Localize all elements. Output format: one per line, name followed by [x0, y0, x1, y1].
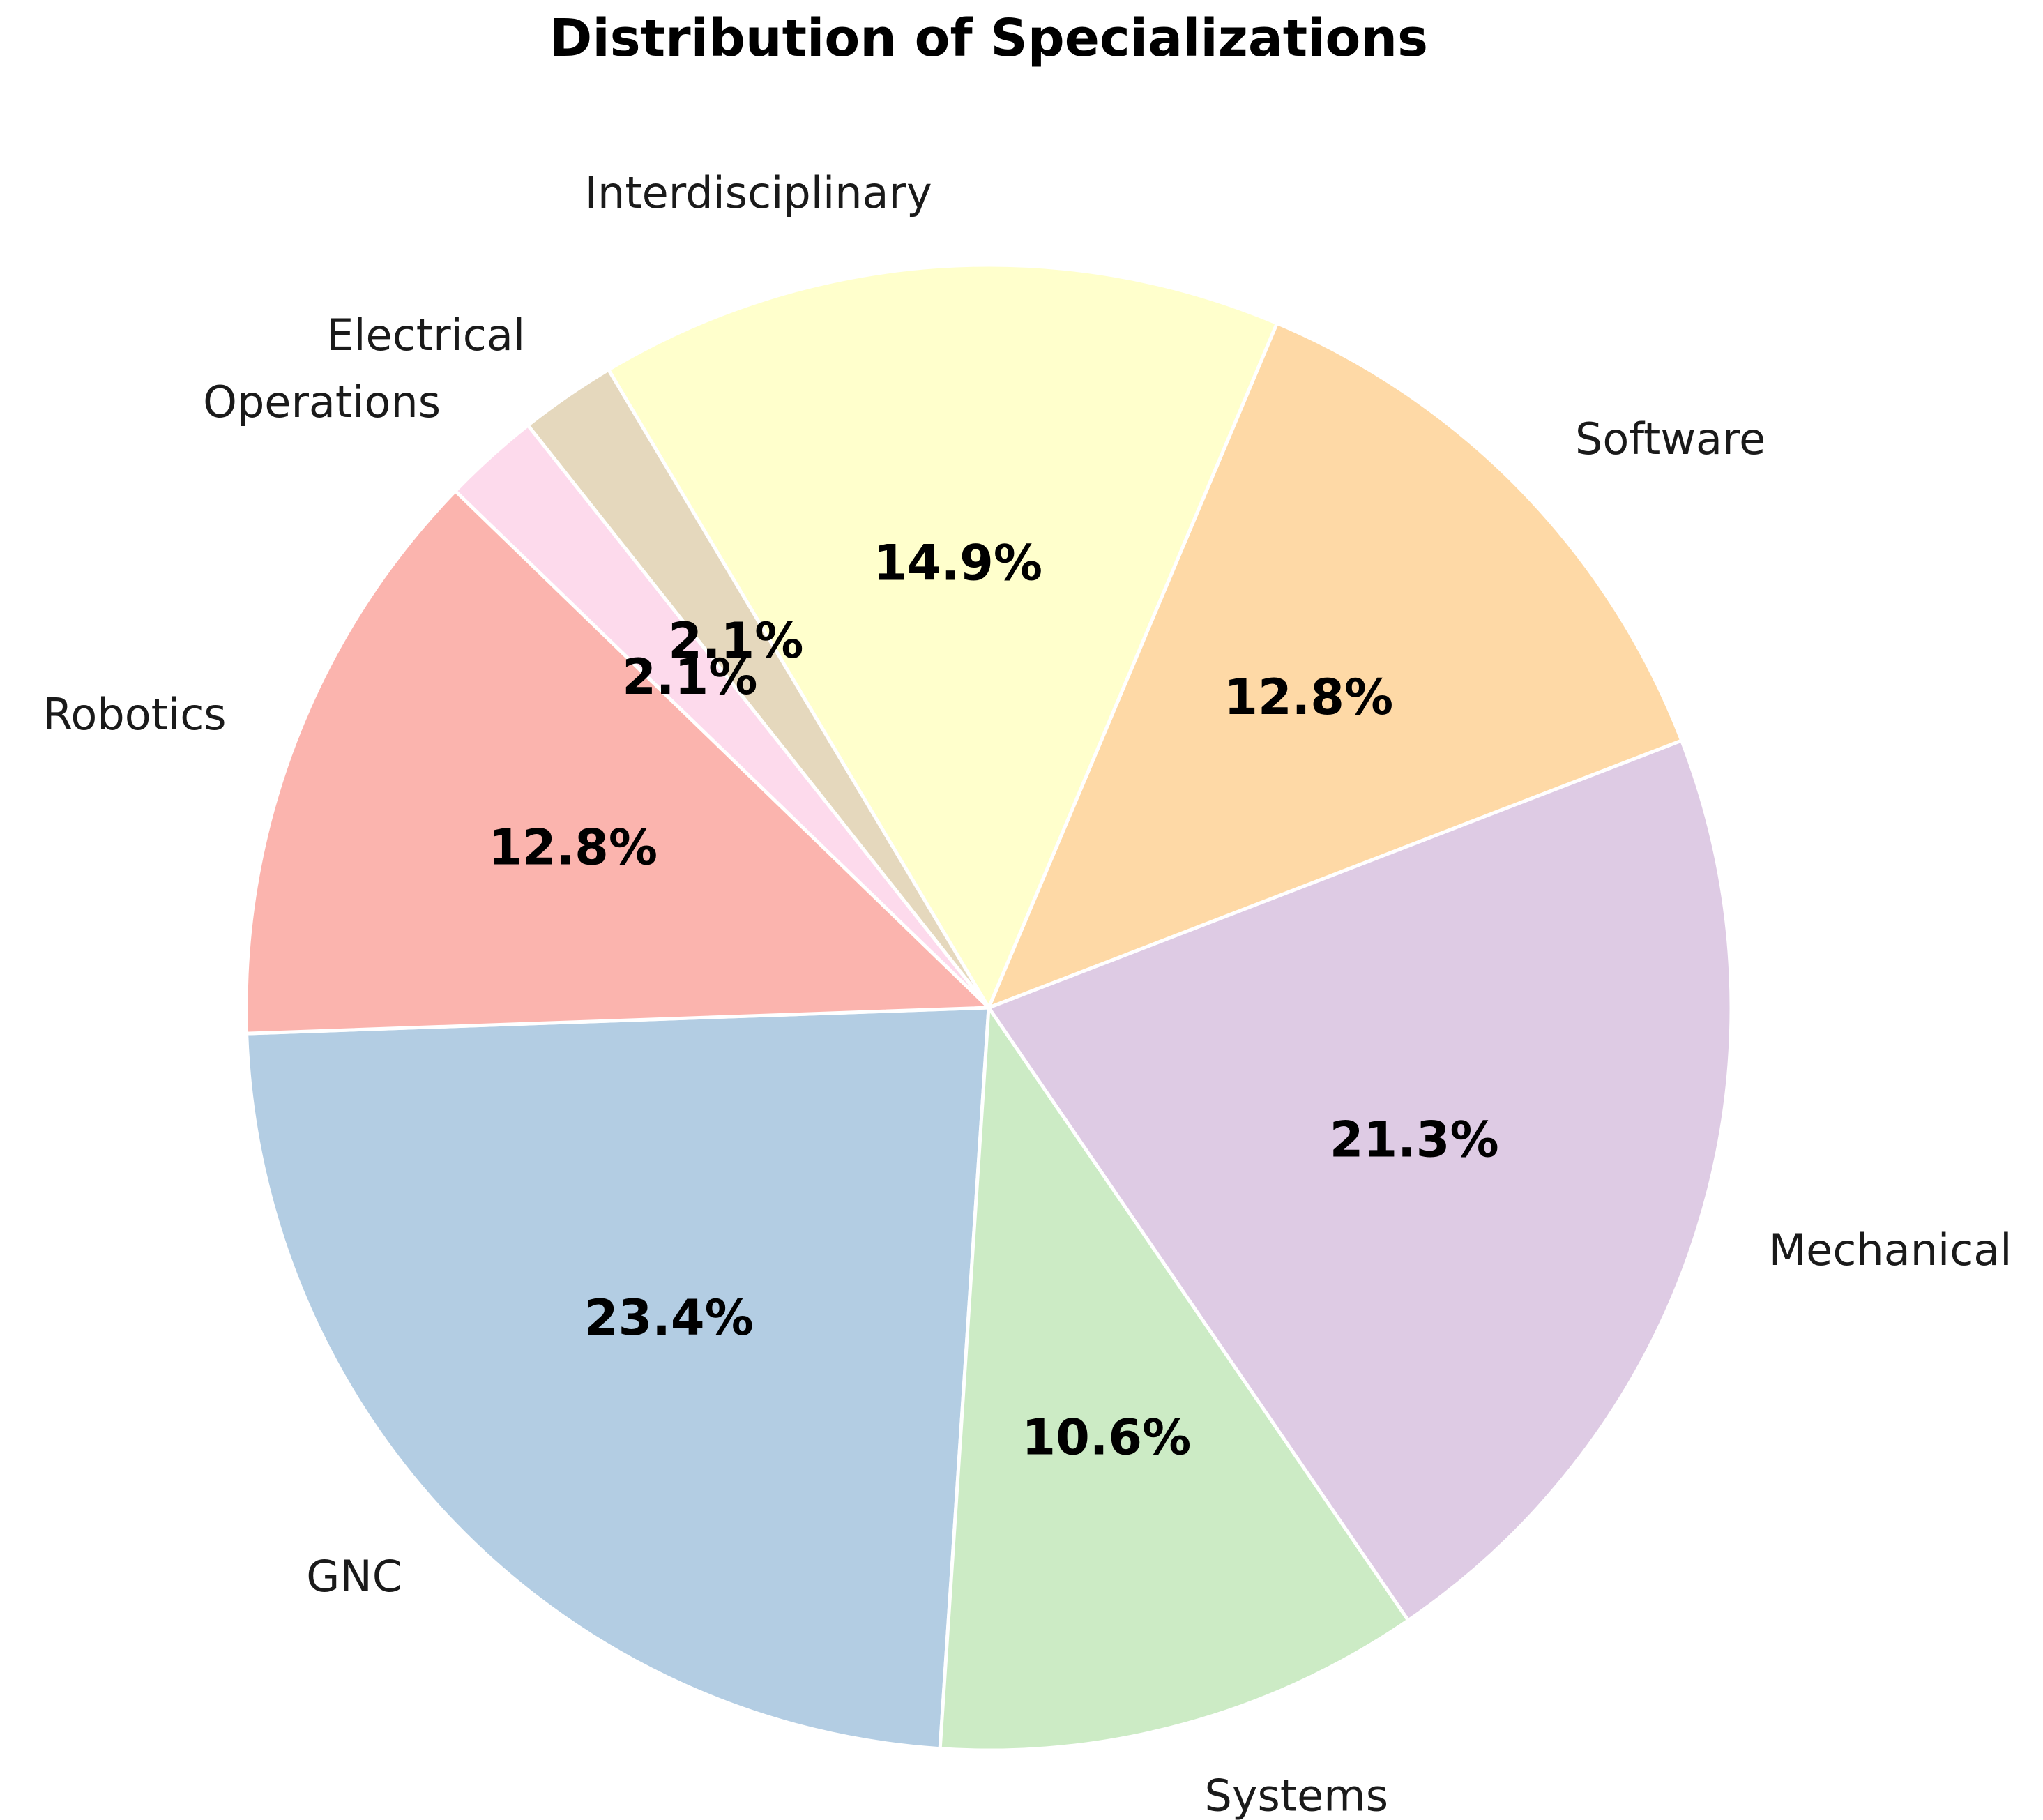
percent-label-robotics: 12.8%	[488, 819, 658, 877]
pie-slice-gnc	[245, 1006, 991, 1751]
slice-label-operations: Operations	[203, 377, 441, 427]
pie-slices	[244, 263, 1733, 1752]
percent-labels: 23.4% 10.6% 21.3% 12.8% 14.9% 2.1%2.1% 12.8%	[488, 535, 1498, 1466]
slice-label-electrical: Electrical	[326, 310, 525, 361]
percent-label-systems: 10.6%	[1022, 1409, 1191, 1466]
percent-label-gnc: 23.4%	[584, 1289, 754, 1347]
percent-label-software: 12.8%	[1224, 669, 1393, 726]
pie-slice-mechanical	[987, 738, 1733, 1623]
percent-label-interdisciplinary: 14.9%	[873, 535, 1042, 592]
chart-title: Distribution of Specializations	[549, 8, 1428, 68]
pie-slice-robotics	[244, 489, 991, 1036]
slice-labels: GNC Systems Mechanical Software Interdiscipl…	[43, 167, 2012, 1820]
slice-label-mechanical: Mechanical	[1769, 1224, 2012, 1275]
slice-label-gnc: GNC	[306, 1551, 402, 1602]
percent-label-mechanical: 21.3%	[1330, 1112, 1499, 1169]
slice-label-systems: Systems	[1205, 1770, 1389, 1820]
slice-label-interdisciplinary: Interdisciplinary	[585, 167, 932, 218]
slice-label-robotics: Robotics	[43, 689, 226, 740]
percent-label-operations: 2.1%	[622, 649, 757, 706]
pie-slice-software	[987, 321, 1684, 1010]
pie-slice-interdisciplinary	[607, 263, 1279, 1010]
pie-slice-systems	[938, 1006, 1411, 1752]
percent-label-electrical: 2.1%	[668, 612, 803, 669]
slice-label-software: Software	[1575, 414, 1765, 464]
